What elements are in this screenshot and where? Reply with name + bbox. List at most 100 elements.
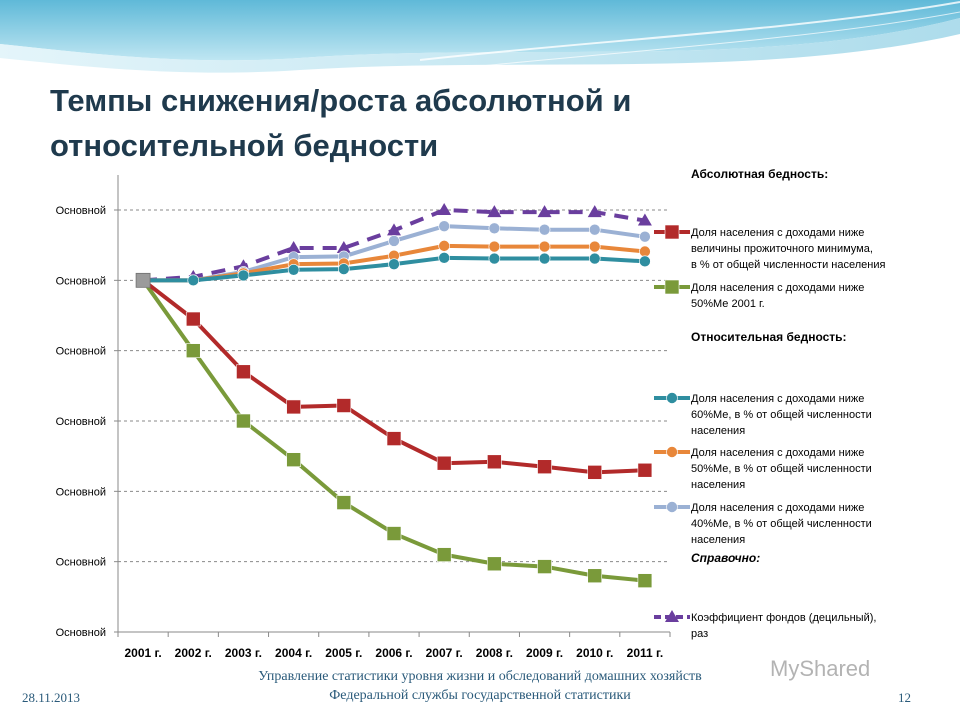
data-point-half_median_2001 [487,556,502,572]
header-wave-decoration [0,0,960,73]
data-point-subsistence [637,462,653,478]
data-point-funds_ratio [587,205,602,218]
chart-legend: Абсолютная бедность: Доля населения с дох… [654,167,885,640]
data-point-subsistence [487,454,502,470]
chart-series [135,203,653,588]
y-tick-label: Основной [56,205,106,217]
x-tick-label: 2009 г. [526,646,563,660]
x-tick-label: 2010 г. [576,646,613,660]
data-point-subsistence [185,311,201,327]
chart-gridlines [118,209,670,563]
legend-label-median50: Доля населения с доходами ниже [691,447,864,459]
legend-label-half_median_2001: Доля населения с доходами ниже [691,282,864,294]
data-point-median50 [588,240,601,253]
legend-label-subsistence: Доля населения с доходами ниже [691,227,864,239]
data-point-median60 [187,274,200,287]
data-point-median60 [237,269,250,282]
data-point-median60 [639,255,651,268]
legend-label-median50: 50%Ме, в % от общей численности [691,463,872,475]
chart-axes: Основной Основной Основной Основной Основной… [56,175,671,660]
data-point-median40 [588,223,601,236]
footer-date: 28.11.2013 [22,690,81,705]
legend-label-subsistence: величины прожиточного минимума, [691,243,873,255]
data-point-half_median_2001 [386,526,402,541]
legend-swatch-marker-subsistence [664,224,680,240]
y-tick-label: Основной [56,557,106,569]
legend-heading: Абсолютная бедность: [691,167,828,181]
data-point-half_median_2001 [336,495,352,510]
legend-label-median50: населения [691,479,745,491]
y-tick-label: Основной [56,346,106,358]
legend-label-subsistence: в % от общей численности населения [691,259,885,271]
data-point-median60 [588,252,601,265]
data-point-median40 [438,220,450,232]
data-point-half_median_2001 [185,343,201,358]
data-point-median40 [388,235,400,247]
data-point-subsistence [286,399,301,415]
legend-label-median60: 60%Ме, в % от общей численности [691,409,872,421]
data-point-half_median_2001 [637,573,653,588]
data-point-subsistence [386,431,402,446]
data-point-half_median_2001 [236,413,251,429]
data-point-funds_ratio [336,240,351,253]
legend-label-funds_ratio: Коэффициент фондов (децильный), [691,612,876,624]
series-median60 [137,252,651,287]
data-point-half_median_2001 [537,559,552,574]
data-point-subsistence [336,398,352,413]
legend-label-median60: населения [691,425,745,437]
data-point-subsistence [537,459,552,475]
footer-organization-line-1: Управление статистики уровня жизни и обс… [258,669,702,684]
x-tick-label: 2001 г. [125,646,162,660]
data-point-base [135,272,151,288]
legend-swatch-marker-funds_ratio [665,610,679,622]
data-point-median60 [338,263,350,275]
data-point-median50 [488,240,501,253]
data-point-funds_ratio [637,213,652,226]
legend-heading: Относительная бедность: [691,330,847,344]
legend-label-median60: Доля населения с доходами ниже [691,393,864,405]
data-point-subsistence [236,364,251,380]
series-half_median_2001 [135,273,653,588]
legend-label-half_median_2001: 50%Ме 2001 г. [691,298,765,310]
data-point-median50 [438,240,450,252]
x-tick-label: 2008 г. [476,646,513,660]
data-point-half_median_2001 [436,547,452,562]
data-point-median40 [538,223,551,236]
data-point-median60 [388,258,400,270]
data-point-subsistence [587,465,603,480]
legend-swatch-marker-half_median_2001 [664,279,680,295]
title-line-2: относительной бедности [50,128,439,163]
data-point-funds_ratio [537,205,552,218]
legend-label-funds_ratio: раз [691,628,708,640]
data-point-median40 [488,222,501,235]
y-tick-label: Основной [56,275,106,287]
x-tick-label: 2005 г. [325,646,362,660]
footer-organization-line-2: Федеральной службы государственной стати… [329,688,631,703]
legend-heading: Справочно: [691,551,760,565]
legend-label-median40: 40%Ме, в % от общей численности [691,518,872,530]
y-tick-label: Основной [56,416,106,428]
y-tick-label: Основной [56,627,106,639]
data-point-subsistence [436,455,452,471]
data-point-funds_ratio [286,240,301,253]
y-tick-label: Основной [56,486,106,498]
x-tick-label: 2007 г. [426,646,463,660]
x-tick-label: 2011 г. [627,646,664,660]
x-tick-label: 2006 г. [375,646,412,660]
x-tick-label: 2004 г. [275,646,312,660]
legend-swatch-marker-median40 [666,501,678,513]
legend-label-median40: населения [691,534,745,546]
data-point-funds_ratio [487,205,502,218]
x-tick-label: 2002 г. [175,646,212,660]
slide-title: Темпы снижения/роста абсолютной и относи… [50,78,770,168]
x-tick-label: 2003 г. [225,646,262,660]
data-point-median60 [488,252,501,265]
data-point-median50 [639,245,651,258]
data-point-median40 [639,230,651,243]
data-point-median50 [538,240,551,253]
data-point-half_median_2001 [587,568,603,584]
data-point-median60 [538,252,551,265]
legend-label-median40: Доля населения с доходами ниже [691,502,864,514]
page-number: 12 [898,690,911,705]
